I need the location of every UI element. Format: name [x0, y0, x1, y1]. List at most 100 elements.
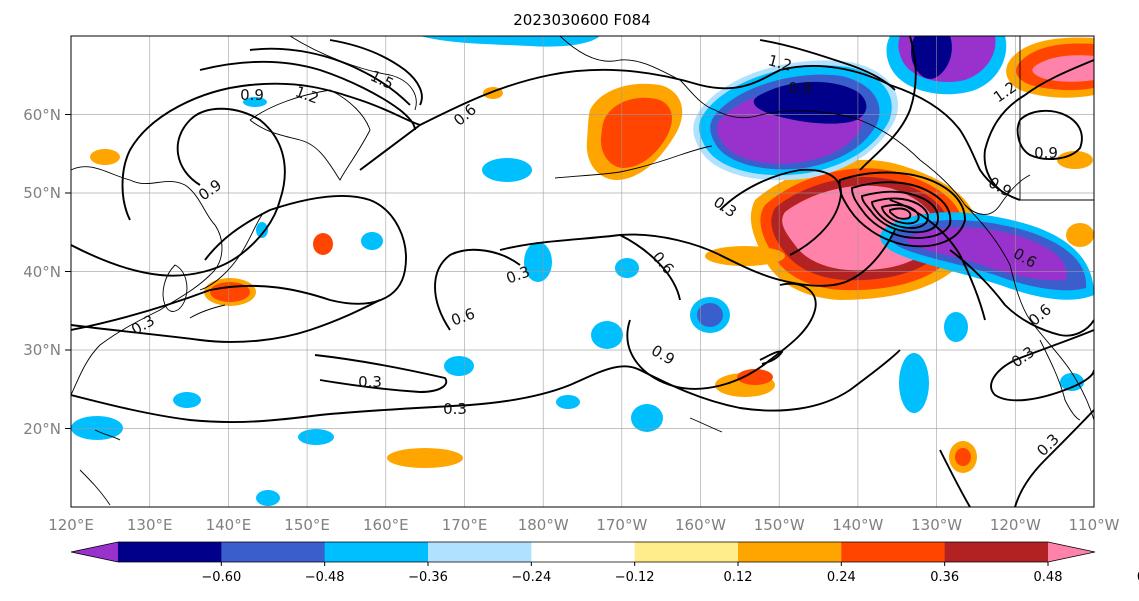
contour-line [359, 124, 521, 331]
coastline-kamchatka [249, 89, 371, 181]
anomaly-blob [631, 404, 663, 432]
contour-line [121, 82, 421, 221]
contour-line [889, 199, 986, 321]
lat-tick-label: 40°N [23, 263, 61, 281]
colorbar-tick-label: 0.24 [827, 570, 856, 585]
colorbar-segment [738, 542, 842, 562]
contour-line [329, 39, 423, 106]
contour-label: 0.9 [788, 79, 812, 97]
lon-tick-label: 160°W [675, 516, 726, 534]
colorbar-tick-label: −0.60 [201, 570, 241, 585]
anomaly-cyan-top [420, 36, 600, 47]
anomaly-blob [243, 97, 267, 107]
lat-tick-label: 60°N [23, 106, 61, 124]
anomaly-blob [444, 356, 474, 376]
coastline-hawaii [689, 417, 723, 433]
contour-line [71, 349, 901, 423]
colorbar: −0.60 −0.48 −0.36 −0.24 −0.12 0.12 0.24 0.36 0.4… [70, 541, 1139, 585]
contour-line [71, 194, 407, 331]
contour-label: 0.9 [1034, 144, 1058, 162]
lon-tick-label: 120°E [48, 516, 94, 534]
contour-line [619, 234, 681, 301]
anomaly-blob [705, 246, 785, 266]
coastline-philippines [79, 429, 121, 506]
colorbar-outline [70, 541, 1096, 563]
lat-tick-label: 50°N [23, 184, 61, 202]
anomaly-navy-alaska [753, 81, 867, 124]
anomaly-navy-upperright [911, 36, 952, 79]
anomaly-blob [210, 282, 250, 302]
colorbar-segment [944, 542, 1049, 562]
contour-line [499, 229, 896, 287]
anomaly-pink-upperright [1032, 55, 1094, 82]
contour-lines [71, 36, 1094, 507]
lon-tick-label: 140°W [832, 516, 883, 534]
colorbar-extend-min [71, 542, 118, 562]
lat-tick-label: 20°N [23, 420, 61, 438]
colorbar-tick-label: −0.12 [615, 570, 655, 585]
contour-line [983, 59, 1094, 191]
colorbar-tick-label: −0.24 [511, 570, 551, 585]
contour-label: 1.2 [766, 51, 794, 75]
anomaly-blob [313, 233, 333, 255]
coastline-siberia [289, 36, 417, 111]
anomaly-blob [556, 395, 580, 409]
coastline-alaska [559, 36, 1031, 215]
colorbar-tick-label: 0.12 [724, 570, 753, 585]
lon-tick-label: 160°E [363, 516, 409, 534]
lon-tick-label: 170°E [442, 516, 488, 534]
contour-line [949, 249, 1094, 337]
contour-line [199, 60, 416, 131]
map-title: 2023030600 F084 [513, 11, 650, 29]
anomaly-blob [697, 303, 723, 327]
colorbar-tick-label: −0.36 [408, 570, 448, 585]
contour-line [419, 65, 891, 126]
lon-tick-label: 110°W [1069, 516, 1120, 534]
anomaly-red-bering [600, 97, 672, 168]
anomaly-blob [298, 429, 334, 445]
lon-tick-label: 150°W [754, 516, 805, 534]
anomaly-blob [944, 312, 968, 342]
contour-line [990, 329, 1094, 402]
colorbar-extend-max [1048, 542, 1095, 562]
anomaly-blob [1066, 223, 1094, 247]
lon-tick-label: 140°E [206, 516, 252, 534]
anomaly-blob [71, 416, 123, 440]
lon-tick-label: 170°W [596, 516, 647, 534]
coastline-aleutians [554, 145, 713, 179]
coastline-baja [1039, 339, 1081, 421]
colorbar-segment [841, 542, 946, 562]
contour-line [838, 171, 966, 248]
colorbar-tick-label: 0.60 [1137, 570, 1139, 585]
lon-tick-label: 120°W [990, 516, 1041, 534]
latitude-labels: 60°N 50°N 40°N 30°N 20°N [23, 106, 71, 438]
shaded-anomalies [71, 36, 1094, 506]
contour-label: 0.9 [240, 86, 264, 104]
contour-label: 0.3 [358, 373, 382, 391]
colorbar-tick-label: 0.36 [930, 570, 959, 585]
contour-line [859, 36, 917, 171]
contour-line [939, 409, 1094, 507]
anomaly-blob [256, 490, 280, 506]
colorbar-segment [324, 542, 429, 562]
lon-tick-label: 180°W [518, 516, 569, 534]
contour-line [759, 350, 784, 365]
contour-line [71, 107, 286, 277]
colorbar-segment [428, 542, 532, 562]
coastline-north-america [964, 204, 1094, 421]
contour-line [889, 207, 912, 220]
coastline-korea [162, 264, 188, 312]
contour-line [851, 181, 952, 239]
lon-tick-label: 150°E [284, 516, 330, 534]
colorbar-tick-label: −0.48 [305, 570, 345, 585]
contour-line [249, 47, 411, 106]
contour-line [626, 282, 817, 390]
anomaly-blob [387, 448, 463, 468]
contour-line [759, 39, 896, 91]
contour-label: 0.3 [443, 400, 467, 418]
anomaly-blob [524, 242, 552, 282]
anomaly-blob [615, 258, 639, 278]
contour-line [314, 354, 448, 393]
anomaly-blob [90, 149, 120, 165]
lon-tick-label: 130°E [127, 516, 173, 534]
